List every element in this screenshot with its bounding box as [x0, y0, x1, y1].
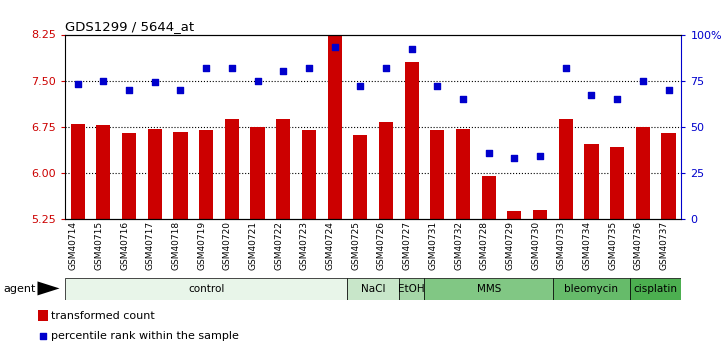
- Point: [508, 155, 520, 161]
- Bar: [148, 129, 162, 219]
- Point: [303, 65, 314, 70]
- Polygon shape: [37, 282, 60, 295]
- Point: [329, 45, 340, 50]
- Point: [483, 150, 495, 155]
- Bar: [276, 119, 291, 219]
- Text: GSM40716: GSM40716: [120, 221, 129, 270]
- Bar: [379, 122, 393, 219]
- Point: [123, 87, 135, 93]
- Point: [174, 87, 186, 93]
- Point: [200, 65, 212, 70]
- Text: GSM40730: GSM40730: [531, 221, 540, 270]
- Point: [637, 78, 649, 83]
- Bar: [482, 176, 496, 219]
- Text: percentile rank within the sample: percentile rank within the sample: [51, 331, 239, 341]
- Text: GSM40733: GSM40733: [557, 221, 566, 270]
- Text: agent: agent: [4, 284, 36, 294]
- Point: [380, 65, 392, 70]
- Text: EtOH: EtOH: [398, 284, 425, 294]
- Point: [355, 83, 366, 89]
- Text: bleomycin: bleomycin: [565, 284, 619, 294]
- Text: GSM40726: GSM40726: [377, 221, 386, 270]
- Text: GSM40729: GSM40729: [505, 221, 514, 270]
- Bar: [610, 147, 624, 219]
- Text: GSM40724: GSM40724: [326, 221, 335, 270]
- Point: [37, 334, 49, 339]
- Text: GSM40731: GSM40731: [428, 221, 438, 270]
- Bar: [199, 130, 213, 219]
- Text: GSM40732: GSM40732: [454, 221, 463, 270]
- Bar: [353, 135, 367, 219]
- Bar: [97, 125, 110, 219]
- Bar: [302, 130, 316, 219]
- Text: GSM40725: GSM40725: [351, 221, 360, 270]
- Text: GSM40717: GSM40717: [146, 221, 155, 270]
- Bar: [71, 124, 85, 219]
- Text: GSM40722: GSM40722: [274, 221, 283, 270]
- Text: GSM40728: GSM40728: [479, 221, 489, 270]
- Point: [72, 81, 84, 87]
- Bar: [250, 127, 265, 219]
- Text: cisplatin: cisplatin: [634, 284, 678, 294]
- Text: GSM40736: GSM40736: [634, 221, 643, 270]
- Point: [406, 47, 417, 52]
- Text: control: control: [188, 284, 224, 294]
- Bar: [174, 132, 187, 219]
- Point: [611, 96, 623, 102]
- Bar: [425, 278, 553, 300]
- Text: GSM40715: GSM40715: [94, 221, 103, 270]
- Text: GSM40727: GSM40727: [402, 221, 412, 270]
- Point: [149, 80, 161, 85]
- Text: GSM40720: GSM40720: [223, 221, 232, 270]
- Bar: [348, 278, 399, 300]
- Point: [97, 78, 109, 83]
- Text: GSM40718: GSM40718: [172, 221, 180, 270]
- Bar: [225, 119, 239, 219]
- Bar: [636, 127, 650, 219]
- Bar: [553, 278, 630, 300]
- Text: GSM40723: GSM40723: [300, 221, 309, 270]
- Bar: [399, 278, 425, 300]
- Bar: [404, 62, 419, 219]
- Point: [585, 93, 597, 98]
- Text: NaCl: NaCl: [361, 284, 385, 294]
- Text: GDS1299 / 5644_at: GDS1299 / 5644_at: [65, 20, 194, 33]
- Text: GSM40719: GSM40719: [197, 221, 206, 270]
- Point: [432, 83, 443, 89]
- Bar: [508, 211, 521, 219]
- Text: GSM40735: GSM40735: [608, 221, 617, 270]
- Bar: [661, 133, 676, 219]
- Text: GSM40734: GSM40734: [583, 221, 591, 270]
- Point: [663, 87, 674, 93]
- Bar: [630, 278, 681, 300]
- Bar: [38, 310, 48, 321]
- Point: [226, 65, 238, 70]
- Bar: [430, 130, 444, 219]
- Point: [252, 78, 263, 83]
- Bar: [327, 25, 342, 219]
- Point: [278, 69, 289, 74]
- Text: MMS: MMS: [477, 284, 501, 294]
- Text: GSM40721: GSM40721: [249, 221, 257, 270]
- Text: transformed count: transformed count: [51, 311, 155, 321]
- Text: GSM40737: GSM40737: [660, 221, 668, 270]
- Bar: [559, 119, 572, 219]
- Text: GSM40714: GSM40714: [68, 221, 78, 270]
- Point: [534, 154, 546, 159]
- Point: [560, 65, 572, 70]
- Bar: [533, 210, 547, 219]
- Point: [457, 96, 469, 102]
- Bar: [122, 133, 136, 219]
- Bar: [65, 278, 348, 300]
- Bar: [585, 144, 598, 219]
- Bar: [456, 129, 470, 219]
